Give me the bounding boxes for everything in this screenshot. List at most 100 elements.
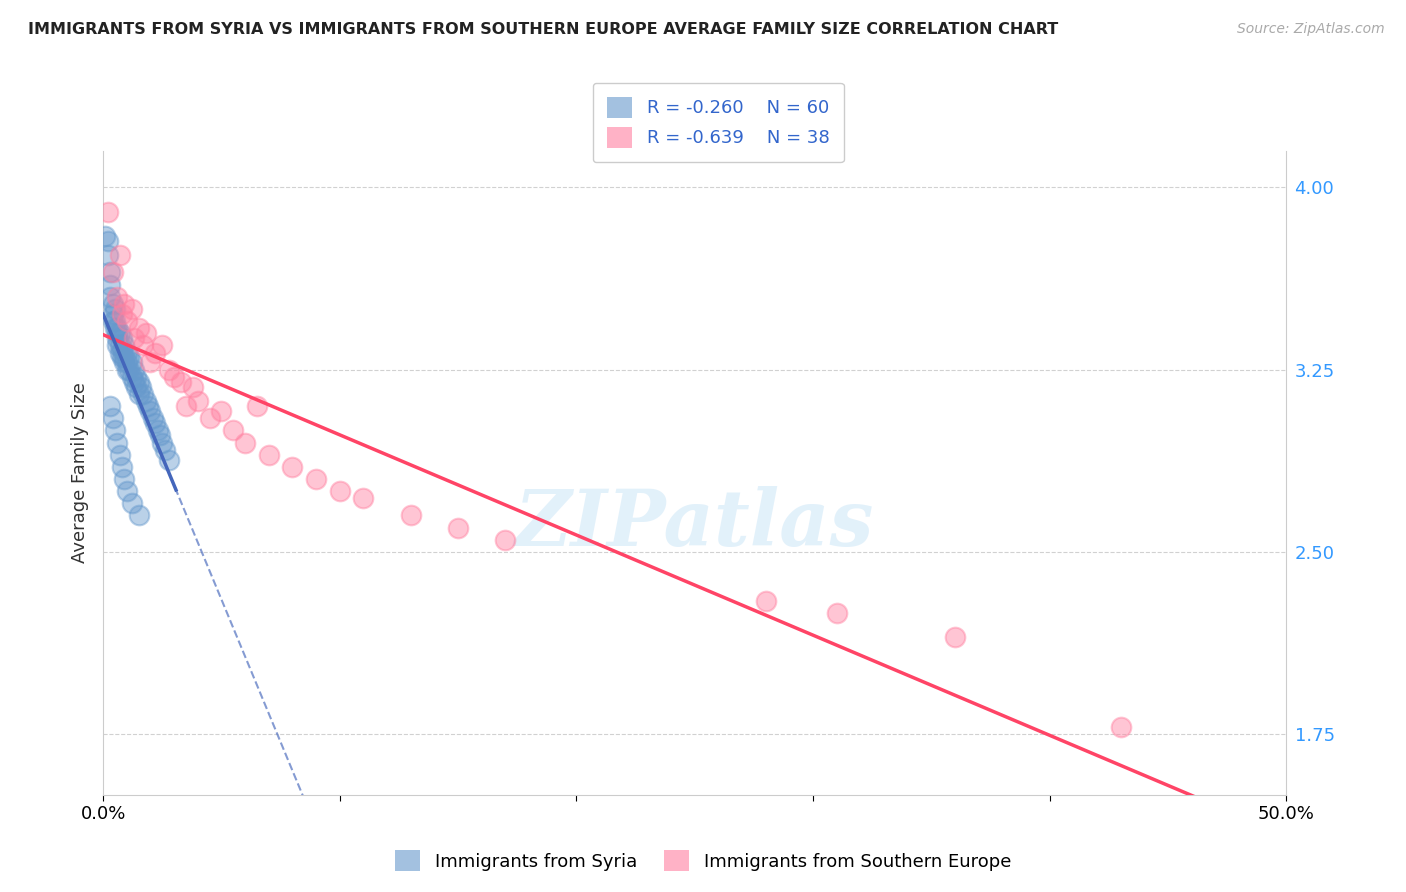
Point bbox=[352, 491, 374, 506]
Point bbox=[97, 234, 120, 248]
Point bbox=[104, 314, 127, 328]
Point bbox=[101, 314, 124, 328]
Point bbox=[111, 307, 134, 321]
Text: IMMIGRANTS FROM SYRIA VS IMMIGRANTS FROM SOUTHERN EUROPE AVERAGE FAMILY SIZE COR: IMMIGRANTS FROM SYRIA VS IMMIGRANTS FROM… bbox=[28, 22, 1059, 37]
Point bbox=[112, 297, 135, 311]
Point bbox=[98, 290, 121, 304]
Point bbox=[1109, 720, 1132, 734]
Point bbox=[128, 387, 150, 401]
Point bbox=[122, 362, 145, 376]
Point bbox=[125, 370, 148, 384]
Point bbox=[755, 593, 778, 607]
Point bbox=[112, 338, 135, 352]
Point bbox=[125, 379, 148, 393]
Point bbox=[105, 326, 128, 341]
Point bbox=[105, 290, 128, 304]
Point bbox=[174, 399, 197, 413]
Point bbox=[97, 248, 120, 262]
Point bbox=[222, 424, 245, 438]
Point bbox=[305, 472, 328, 486]
Point bbox=[105, 435, 128, 450]
Point bbox=[118, 362, 141, 376]
Point bbox=[121, 355, 143, 369]
Point bbox=[135, 326, 157, 341]
Point bbox=[143, 416, 166, 430]
Point bbox=[128, 375, 150, 389]
Point bbox=[139, 404, 162, 418]
Text: Source: ZipAtlas.com: Source: ZipAtlas.com bbox=[1237, 22, 1385, 37]
Point bbox=[105, 321, 128, 335]
Point bbox=[112, 472, 135, 486]
Point bbox=[163, 370, 186, 384]
Point bbox=[105, 338, 128, 352]
Point bbox=[122, 375, 145, 389]
Point bbox=[104, 301, 127, 316]
Point bbox=[943, 630, 966, 644]
Point bbox=[108, 345, 131, 359]
Point bbox=[108, 338, 131, 352]
Point bbox=[111, 351, 134, 365]
Point bbox=[111, 331, 134, 345]
Point bbox=[118, 351, 141, 365]
Point bbox=[101, 411, 124, 425]
Point bbox=[101, 265, 124, 279]
Point bbox=[111, 343, 134, 358]
Y-axis label: Average Family Size: Average Family Size bbox=[72, 383, 89, 564]
Point bbox=[108, 326, 131, 341]
Point bbox=[447, 521, 470, 535]
Point bbox=[129, 379, 152, 393]
Point bbox=[122, 331, 145, 345]
Point bbox=[121, 496, 143, 510]
Point bbox=[128, 321, 150, 335]
Point bbox=[181, 379, 204, 393]
Point bbox=[149, 428, 172, 442]
Point bbox=[115, 314, 138, 328]
Point bbox=[157, 452, 180, 467]
Point bbox=[329, 484, 352, 499]
Point bbox=[115, 345, 138, 359]
Point bbox=[121, 370, 143, 384]
Point bbox=[153, 442, 176, 457]
Point bbox=[257, 448, 280, 462]
Point bbox=[209, 404, 232, 418]
Point bbox=[198, 411, 221, 425]
Point bbox=[115, 484, 138, 499]
Point bbox=[112, 355, 135, 369]
Point bbox=[121, 301, 143, 316]
Point bbox=[104, 321, 127, 335]
Point bbox=[281, 459, 304, 474]
Point bbox=[98, 399, 121, 413]
Point bbox=[157, 362, 180, 376]
Point bbox=[115, 355, 138, 369]
Point bbox=[101, 297, 124, 311]
Point bbox=[128, 508, 150, 523]
Point bbox=[494, 533, 516, 547]
Point bbox=[101, 307, 124, 321]
Point bbox=[135, 394, 157, 409]
Text: ZIPatlas: ZIPatlas bbox=[515, 486, 875, 563]
Point bbox=[112, 351, 135, 365]
Point bbox=[98, 277, 121, 292]
Point bbox=[132, 338, 155, 352]
Point bbox=[187, 394, 209, 409]
Point bbox=[132, 387, 155, 401]
Point bbox=[246, 399, 269, 413]
Point bbox=[115, 362, 138, 376]
Point bbox=[825, 606, 848, 620]
Point bbox=[105, 331, 128, 345]
Point bbox=[111, 459, 134, 474]
Point bbox=[150, 435, 173, 450]
Point bbox=[108, 448, 131, 462]
Legend: R = -0.260    N = 60, R = -0.639    N = 38: R = -0.260 N = 60, R = -0.639 N = 38 bbox=[593, 83, 844, 162]
Point bbox=[97, 204, 120, 219]
Point bbox=[146, 424, 169, 438]
Point bbox=[104, 424, 127, 438]
Point bbox=[94, 228, 117, 243]
Point bbox=[136, 399, 159, 413]
Point bbox=[142, 411, 165, 425]
Point bbox=[98, 265, 121, 279]
Point bbox=[170, 375, 193, 389]
Point bbox=[150, 338, 173, 352]
Legend: Immigrants from Syria, Immigrants from Southern Europe: Immigrants from Syria, Immigrants from S… bbox=[388, 843, 1018, 879]
Point bbox=[139, 355, 162, 369]
